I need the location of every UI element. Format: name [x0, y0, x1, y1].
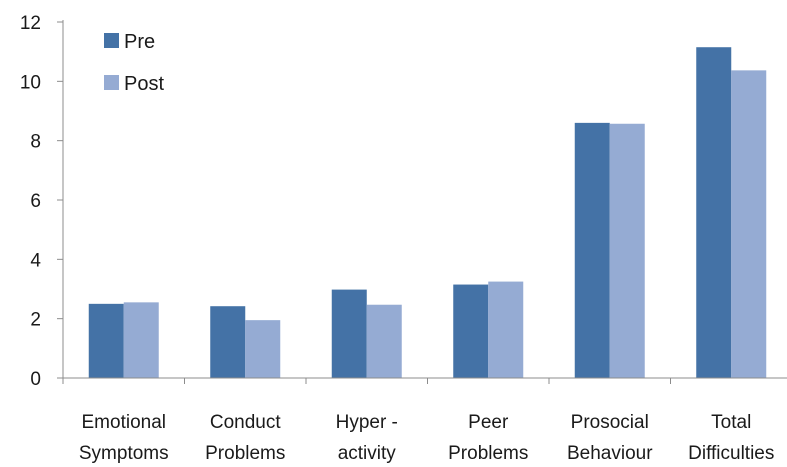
- legend: Pre Post: [104, 31, 164, 95]
- legend-label-post: Post: [124, 73, 164, 95]
- legend-label-pre: Pre: [124, 31, 155, 53]
- labels-layer: 0 2 4 6 8 10 12 Emotional Symptoms Conduct Problem…: [20, 13, 775, 464]
- y-tick-label-8: 8: [30, 132, 41, 153]
- y-tick-label-4: 4: [30, 250, 41, 271]
- category-label-3: Peer Problems: [448, 412, 528, 464]
- bars-layer: [88, 47, 767, 379]
- bar-pre-4: [574, 122, 610, 378]
- bar-post-2: [366, 304, 402, 378]
- bar-pre-2: [331, 289, 367, 378]
- bar-post-5: [731, 70, 767, 379]
- category-label-4: Prosocial Behaviour: [567, 412, 653, 464]
- category-label-1: Conduct Problems: [205, 412, 285, 464]
- y-tick-label-10: 10: [20, 72, 41, 93]
- bar-post-0: [123, 302, 159, 378]
- category-label-5: Total Difficulties: [688, 412, 774, 464]
- axes-layer: [57, 20, 787, 384]
- bar-pre-1: [210, 306, 246, 378]
- bar-post-4: [609, 123, 645, 378]
- bar-pre-3: [453, 284, 489, 378]
- bar-pre-0: [88, 303, 124, 378]
- bar-pre-5: [696, 47, 732, 378]
- category-label-0: Emotional Symptoms: [79, 412, 169, 464]
- legend-swatch-post: [104, 75, 119, 90]
- bar-post-1: [245, 320, 281, 378]
- bar-post-3: [488, 281, 524, 378]
- y-tick-label-2: 2: [30, 310, 41, 331]
- category-label-2: Hyper -activity: [336, 412, 398, 464]
- y-tick-label-0: 0: [30, 369, 41, 390]
- y-tick-label-12: 12: [20, 13, 41, 34]
- legend-swatch-pre: [104, 33, 119, 48]
- y-tick-label-6: 6: [30, 191, 41, 212]
